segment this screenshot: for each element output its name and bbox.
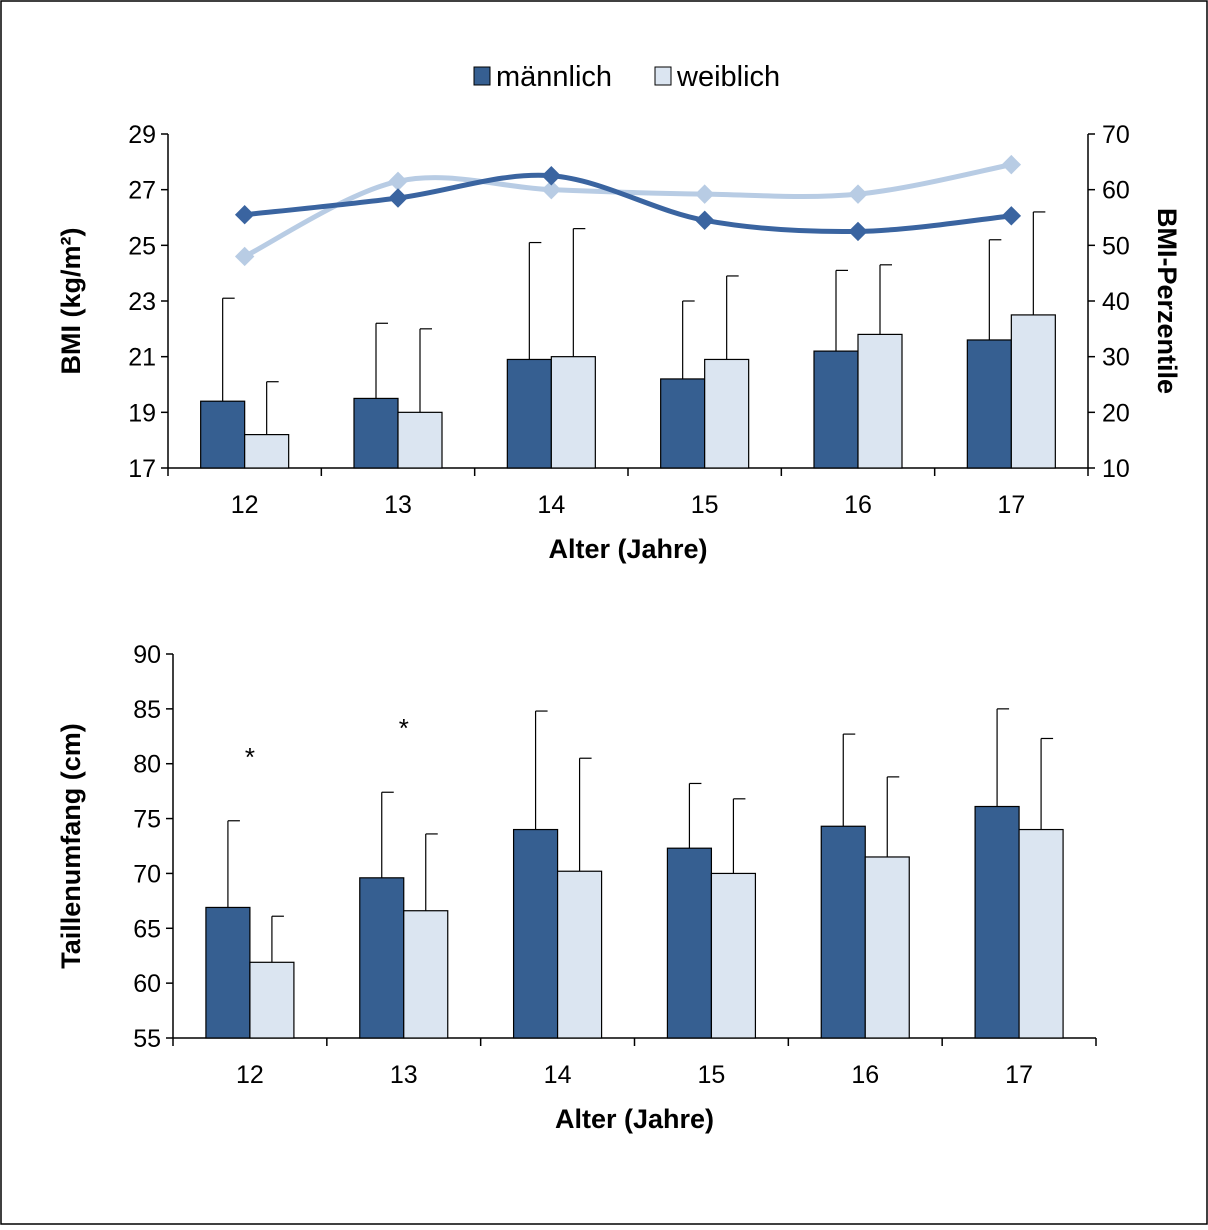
bar-female bbox=[550, 356, 596, 469]
bar-male bbox=[353, 397, 399, 469]
x-tick-label: 15 bbox=[698, 1061, 726, 1089]
x-tick-label: 16 bbox=[851, 1061, 879, 1089]
y-tick-label: 23 bbox=[128, 288, 156, 316]
bmi-chart: 17 19 21 23 25 27 29 12 13 14 15 16 17 Alter (Jahre) B… bbox=[56, 121, 1182, 564]
marker-female bbox=[694, 184, 715, 204]
x-tick-label: 13 bbox=[384, 491, 412, 519]
marker-female bbox=[541, 179, 562, 200]
bar-female bbox=[710, 872, 757, 1039]
y-tick-label: 85 bbox=[133, 696, 161, 724]
bar-male bbox=[205, 906, 251, 1039]
bar-male bbox=[506, 358, 552, 469]
x-tick-label: 17 bbox=[1005, 1061, 1033, 1089]
legend-label-male: männlich bbox=[496, 61, 612, 93]
x-axis-title: Alter (Jahre) bbox=[548, 534, 707, 564]
y-tick-label: 27 bbox=[128, 177, 156, 205]
y-tick-label: 75 bbox=[133, 806, 161, 834]
y2-tick-label: 40 bbox=[1102, 288, 1130, 316]
marker-female bbox=[234, 246, 255, 267]
y-axis-title: Taillenumfang (cm) bbox=[56, 723, 86, 969]
x-tick-label: 14 bbox=[537, 491, 565, 519]
y-tick-label: 21 bbox=[128, 344, 156, 372]
marker-male bbox=[541, 166, 562, 186]
x-tick-label: 16 bbox=[844, 491, 872, 519]
bar-female bbox=[249, 961, 295, 1039]
bar-male bbox=[666, 847, 713, 1039]
x-axis-title: Alter (Jahre) bbox=[555, 1104, 714, 1134]
y-axis-title: BMI (kg/m²) bbox=[56, 228, 86, 375]
y-tick-label: 65 bbox=[133, 915, 161, 943]
marker-male bbox=[848, 221, 868, 242]
bar-female bbox=[403, 910, 449, 1039]
y-tick-label: 25 bbox=[128, 232, 156, 260]
bar-female bbox=[244, 434, 290, 469]
marker-female bbox=[1001, 154, 1022, 175]
x-tick-label: 17 bbox=[997, 491, 1025, 519]
x-tick-label: 12 bbox=[236, 1061, 264, 1089]
bar-female bbox=[1018, 828, 1064, 1039]
y-tick-label: 70 bbox=[133, 860, 161, 888]
y-tick-label: 90 bbox=[133, 641, 161, 669]
bar-male bbox=[359, 877, 405, 1039]
marker-male bbox=[694, 210, 715, 230]
legend-swatch-male bbox=[473, 66, 491, 86]
y-tick-label: 29 bbox=[128, 121, 156, 149]
x-tick-label: 12 bbox=[231, 491, 259, 519]
x-tick-label: 15 bbox=[691, 491, 719, 519]
bar-male bbox=[974, 805, 1020, 1039]
bar-female bbox=[857, 333, 903, 469]
bar-male bbox=[660, 378, 706, 469]
y-tick-label: 17 bbox=[128, 455, 156, 483]
legend-label-female: weiblich bbox=[676, 61, 780, 93]
marker-male bbox=[388, 188, 408, 208]
bar-female bbox=[704, 358, 750, 469]
marker-male bbox=[234, 205, 255, 225]
legend: männlich weiblich bbox=[473, 61, 780, 93]
x-tick-label: 14 bbox=[544, 1061, 572, 1089]
marker-female bbox=[848, 184, 868, 204]
significance-marker: * bbox=[245, 742, 255, 772]
x-tick-label: 13 bbox=[390, 1061, 418, 1089]
bar-female bbox=[556, 870, 603, 1039]
bar-male bbox=[813, 350, 859, 469]
bar-male bbox=[200, 400, 246, 469]
line-male bbox=[244, 172, 1012, 235]
bar-female bbox=[864, 856, 910, 1039]
significance-marker: * bbox=[399, 713, 409, 743]
y-tick-label: 80 bbox=[133, 751, 161, 779]
bar-female bbox=[397, 411, 443, 469]
y2-tick-label: 50 bbox=[1102, 232, 1130, 260]
y-tick-label: 19 bbox=[128, 399, 156, 427]
waist-chart: 55 60 65 70 75 80 85 90 12 13 14 15 16 17 Alter (Jahre… bbox=[56, 641, 1097, 1134]
y2-tick-label: 70 bbox=[1102, 121, 1130, 149]
y2-tick-label: 60 bbox=[1102, 177, 1130, 205]
y-tick-label: 55 bbox=[133, 1025, 161, 1053]
bar-male bbox=[512, 828, 559, 1039]
bar-male bbox=[820, 825, 866, 1039]
y2-axis-title: BMI-Perzentile bbox=[1152, 208, 1182, 394]
y2-tick-label: 20 bbox=[1102, 399, 1130, 427]
bar-male bbox=[966, 339, 1012, 469]
y2-tick-label: 30 bbox=[1102, 344, 1130, 372]
bar-female bbox=[1010, 314, 1056, 469]
legend-swatch-female bbox=[654, 66, 672, 86]
y-tick-label: 60 bbox=[133, 970, 161, 998]
marker-male bbox=[1001, 206, 1022, 226]
y2-tick-label: 10 bbox=[1102, 455, 1130, 483]
